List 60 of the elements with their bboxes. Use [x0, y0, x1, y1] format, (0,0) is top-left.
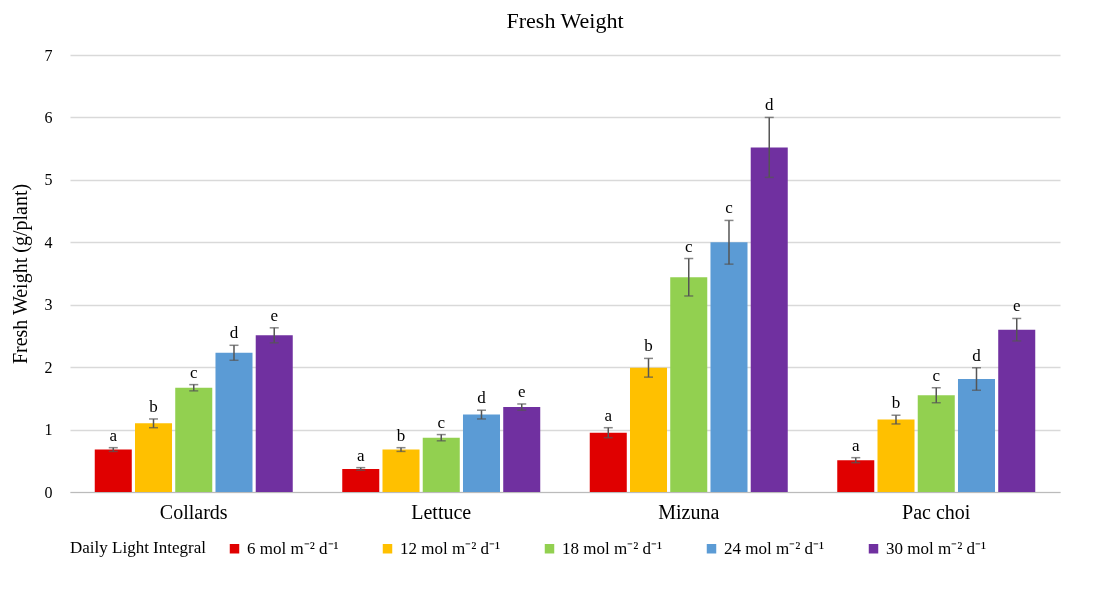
bar	[670, 277, 708, 492]
y-tick-label: 2	[44, 358, 53, 376]
legend-label: 6 mol m⁻² d⁻¹	[247, 538, 339, 558]
bar	[255, 335, 293, 492]
data-label: b	[396, 425, 406, 445]
x-tick-label: Collards	[159, 500, 228, 523]
bar	[998, 329, 1036, 492]
data-label: a	[851, 435, 860, 455]
data-label: a	[604, 405, 613, 425]
chart-title: Fresh Weight	[506, 8, 624, 33]
data-label: c	[437, 412, 446, 432]
legend-label: 12 mol m⁻² d⁻¹	[400, 538, 501, 558]
x-tick-label: Pac choi	[902, 500, 971, 523]
data-label: a	[356, 445, 365, 465]
x-tick-label: Lettuce	[411, 500, 472, 523]
bar	[382, 449, 420, 492]
bar	[215, 352, 253, 492]
bar	[837, 460, 875, 492]
bar	[917, 395, 955, 492]
data-label: d	[229, 323, 239, 343]
y-tick-label: 3	[44, 296, 53, 314]
bar	[750, 147, 788, 492]
bar	[710, 242, 748, 492]
data-label: e	[517, 381, 526, 401]
y-tick-label: 5	[44, 171, 53, 189]
bar	[134, 423, 173, 492]
bar	[462, 414, 501, 492]
legend-label: 30 mol m⁻² d⁻¹	[886, 538, 987, 558]
bar	[957, 379, 996, 492]
data-label: c	[189, 362, 198, 382]
data-label: c	[725, 198, 734, 218]
y-tick-label: 0	[44, 483, 53, 501]
data-label: e	[1012, 296, 1021, 316]
y-tick-label: 1	[44, 421, 53, 439]
bar	[94, 449, 132, 492]
data-label: e	[270, 305, 279, 325]
bar	[422, 437, 460, 492]
y-tick-label: 4	[44, 233, 53, 251]
bar	[342, 468, 380, 492]
x-tick-label: Mizuna	[658, 500, 720, 523]
data-label: b	[644, 336, 653, 356]
data-label: c	[684, 236, 693, 256]
bar	[629, 367, 668, 492]
data-label: c	[932, 365, 941, 385]
y-tick-label: 6	[44, 108, 53, 126]
legend-title: Daily Light Integral	[70, 538, 207, 557]
y-tick-label: 7	[44, 46, 53, 64]
legend-label: 24 mol m⁻² d⁻¹	[724, 538, 825, 558]
data-label: b	[891, 393, 901, 413]
data-label: a	[109, 425, 118, 445]
bar	[877, 419, 915, 492]
bar	[503, 407, 541, 492]
bar	[589, 432, 627, 492]
legend-label: 18 mol m⁻² d⁻¹	[562, 538, 663, 558]
data-label: d	[972, 345, 982, 365]
data-label: d	[764, 95, 774, 115]
y-axis-title: Fresh Weight (g/plant)	[8, 183, 32, 365]
data-label: b	[149, 396, 158, 416]
data-label: d	[477, 388, 487, 408]
bar	[175, 387, 213, 492]
